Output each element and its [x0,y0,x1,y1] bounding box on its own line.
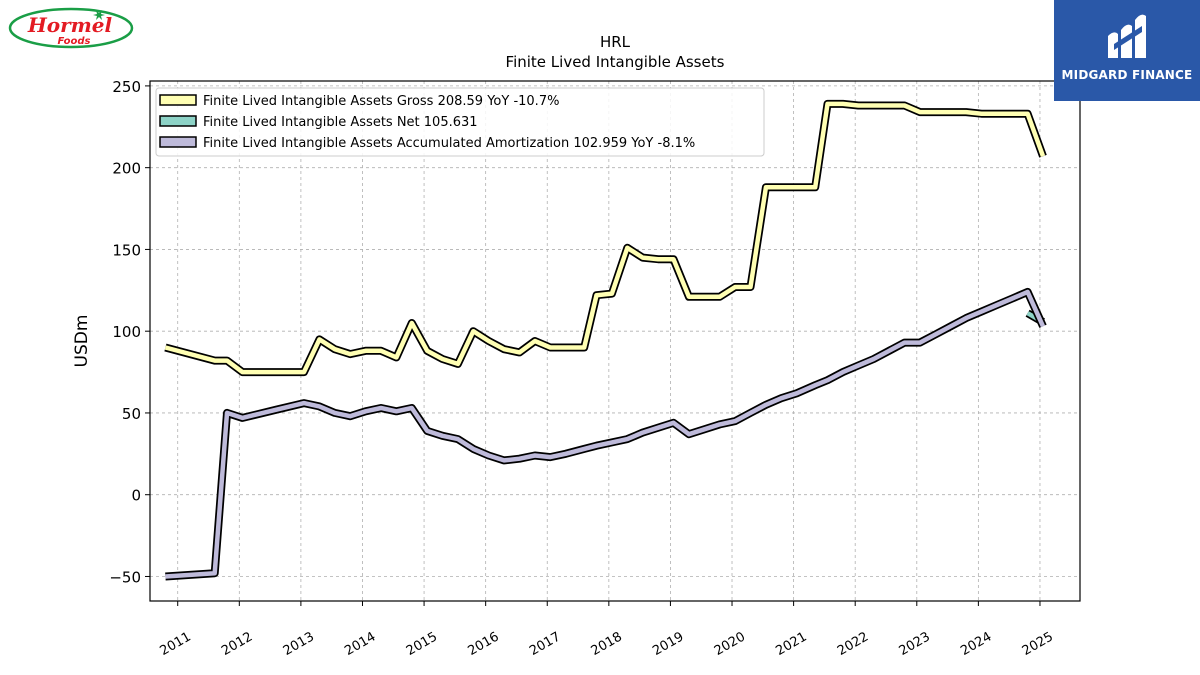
svg-text:Foods: Foods [58,36,91,47]
series-stroke [164,101,1046,375]
x-tick-label: 2018 [589,629,625,659]
legend-entry: Finite Lived Intangible Assets Net 105.6… [203,115,478,130]
x-tick-label: 2012 [219,629,255,659]
x-tick-label: 2023 [897,629,933,659]
legend: Finite Lived Intangible Assets Gross 208… [155,87,765,157]
y-tick-label: 50 [122,405,141,423]
y-axis-label: USDm [72,315,92,368]
legend-swatch [159,94,197,106]
series-2-line [165,287,1047,581]
legend-entry: Finite Lived Intangible Assets Accumulat… [203,136,695,151]
plot-frame [149,80,1081,602]
y-tick-label: −50 [109,568,141,586]
x-tick-label: 2021 [773,629,809,659]
legend-swatch [159,115,197,127]
x-tick-label: 2011 [158,629,194,659]
x-tick-label: 2019 [650,629,686,659]
x-tick-label: 2025 [1020,629,1056,659]
grid-lines [150,81,1080,601]
series-outline [165,287,1047,581]
svg-text:Hormel: Hormel [27,13,113,37]
hormel-foods-logo: Hormel Foods [8,6,136,50]
series-stroke [165,289,1046,579]
y-tick-label: 250 [112,78,141,96]
x-tick-label: 2020 [712,629,748,659]
y-tick-label: 100 [112,323,141,341]
x-tick-label: 2024 [958,629,994,659]
y-tick-label: 0 [131,487,141,505]
series-0-line [164,99,1047,377]
y-tick-label: 200 [112,160,141,178]
y-tick-label: 150 [112,241,141,259]
legend-swatch [159,136,197,148]
legend-box [155,87,765,157]
x-tick-label: 2015 [404,629,440,659]
midgard-finance-wordmark: MIDGARD FINANCE [1061,68,1193,82]
x-tick-label: 2017 [527,629,563,659]
x-tick-label: 2013 [281,629,317,659]
legend-entry: Finite Lived Intangible Assets Gross 208… [203,94,559,109]
x-tick-label: 2014 [342,629,378,659]
midgard-finance-logo: MIDGARD FINANCE [1054,0,1200,101]
chart-title: HRL [600,33,631,51]
x-tick-label: 2016 [466,629,502,659]
series-lines [164,99,1047,581]
x-tick-label: 2022 [835,629,871,659]
chart-subtitle: Finite Lived Intangible Assets [506,53,725,71]
